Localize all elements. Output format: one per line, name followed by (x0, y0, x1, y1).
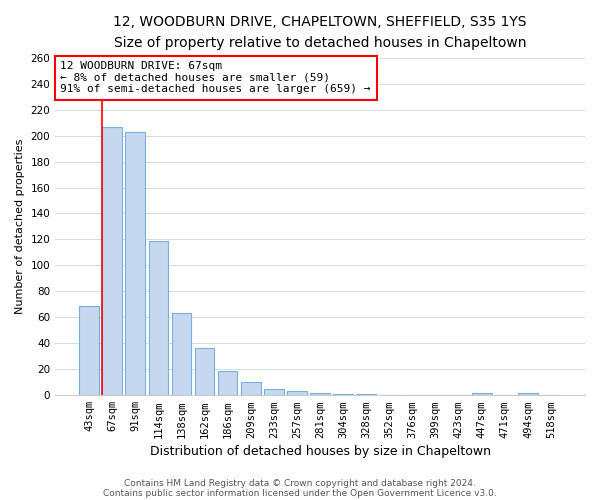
Title: 12, WOODBURN DRIVE, CHAPELTOWN, SHEFFIELD, S35 1YS
Size of property relative to : 12, WOODBURN DRIVE, CHAPELTOWN, SHEFFIEL… (113, 15, 527, 50)
X-axis label: Distribution of detached houses by size in Chapeltown: Distribution of detached houses by size … (149, 444, 491, 458)
Bar (149, 240, 168, 395)
Bar (172, 314, 191, 395)
Bar (310, 392, 330, 395)
Bar (125, 132, 145, 395)
Text: 12 WOODBURN DRIVE: 67sqm
← 8% of detached houses are smaller (59)
91% of semi-de: 12 WOODBURN DRIVE: 67sqm ← 8% of detache… (61, 61, 371, 94)
Bar (195, 348, 214, 395)
Text: Contains public sector information licensed under the Open Government Licence v3: Contains public sector information licen… (103, 488, 497, 498)
Text: Contains HM Land Registry data © Crown copyright and database right 2024.: Contains HM Land Registry data © Crown c… (124, 478, 476, 488)
Bar (356, 394, 376, 395)
Bar (264, 388, 284, 395)
Bar (287, 392, 307, 395)
Bar (103, 126, 122, 395)
Bar (334, 394, 353, 395)
Bar (241, 382, 260, 395)
Y-axis label: Number of detached properties: Number of detached properties (15, 139, 25, 314)
Bar (218, 370, 238, 395)
Bar (472, 392, 491, 395)
Bar (518, 392, 538, 395)
Bar (79, 306, 99, 395)
